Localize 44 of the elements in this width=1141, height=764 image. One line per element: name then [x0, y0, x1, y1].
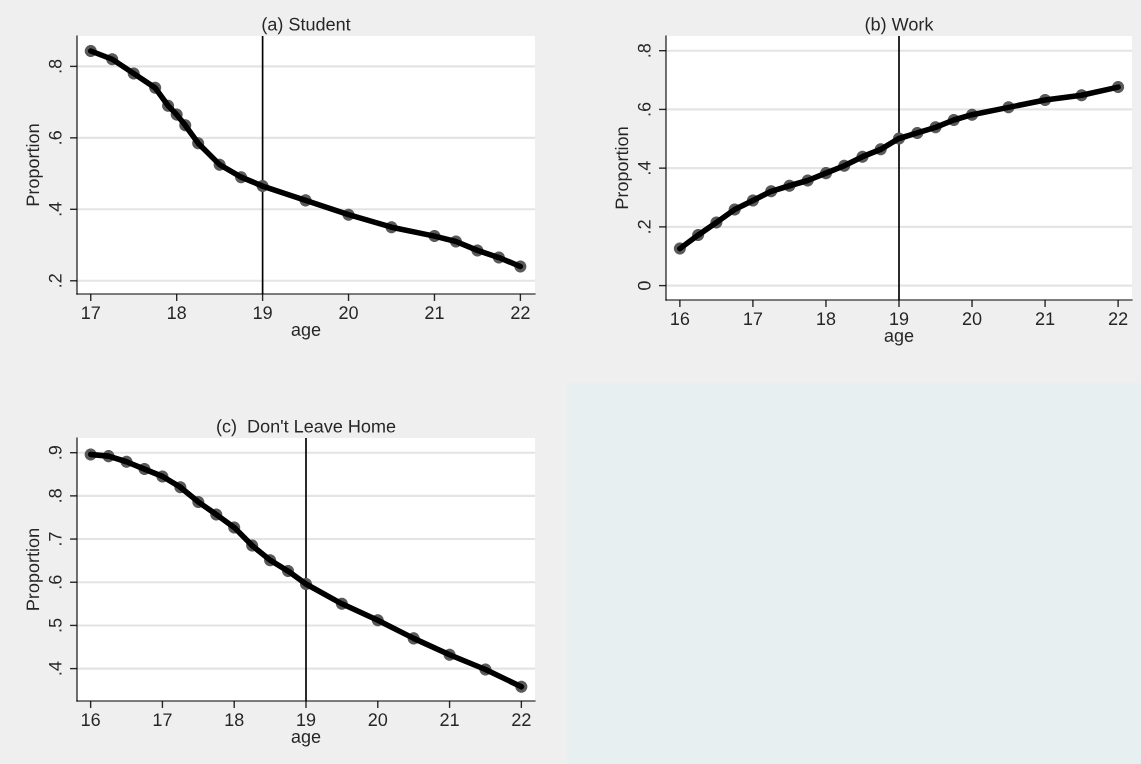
x-tick-label: 17 — [153, 713, 172, 726]
x-tick-label: 19 — [297, 713, 316, 727]
y-tick-label: .2 — [48, 274, 62, 287]
x-tick-label: 17 — [82, 306, 100, 319]
y-tick-label: .4 — [49, 202, 62, 216]
y-tick-label: .4 — [49, 661, 62, 675]
x-tick-label: 22 — [512, 713, 531, 726]
y-tick-label: .6 — [48, 131, 62, 144]
x-tick-label: 22 — [511, 306, 530, 319]
y-tick-label: .2 — [637, 220, 651, 233]
chart-title: (c) Don't Leave Home — [217, 419, 396, 437]
x-tick-label: 21 — [440, 713, 459, 726]
x-tick-label: 18 — [168, 306, 186, 320]
y-axis-title: Proportion — [614, 127, 632, 209]
x-tick-label: 21 — [425, 306, 444, 319]
chart-title: (b) Work — [865, 17, 934, 35]
y-tick-label: .9 — [48, 446, 62, 459]
y-tick-label: .8 — [48, 489, 62, 502]
x-axis-title: age — [884, 332, 914, 346]
y-tick-label: .6 — [48, 575, 62, 589]
x-tick-label: 18 — [817, 312, 836, 326]
x-tick-label: 20 — [368, 713, 388, 727]
x-axis-title: age — [291, 326, 321, 340]
x-tick-label: 17 — [744, 312, 763, 325]
y-tick-label: .8 — [48, 59, 62, 73]
x-tick-label: 22 — [1108, 312, 1128, 325]
y-tick-label: .6 — [637, 102, 651, 116]
x-tick-label: 19 — [253, 306, 272, 320]
x-tick-label: 21 — [1035, 312, 1055, 325]
x-tick-label: 16 — [671, 312, 690, 326]
y-axis-title: Proportion — [25, 124, 43, 206]
y-tick-label: .7 — [49, 532, 62, 545]
y-tick-label: .8 — [637, 43, 651, 57]
y-tick-label: .5 — [49, 618, 62, 632]
y-tick-label: .4 — [638, 161, 651, 175]
y-axis-title: Proportion — [25, 529, 43, 610]
x-tick-label: 19 — [890, 312, 909, 326]
x-tick-label: 18 — [225, 713, 244, 727]
x-tick-label: 20 — [339, 306, 358, 320]
chart-title: (a) Student — [262, 17, 351, 35]
x-tick-label: 16 — [81, 713, 100, 727]
x-tick-label: 20 — [962, 312, 982, 326]
x-axis-title: age — [291, 733, 321, 747]
y-tick-label: 0 — [637, 281, 651, 290]
